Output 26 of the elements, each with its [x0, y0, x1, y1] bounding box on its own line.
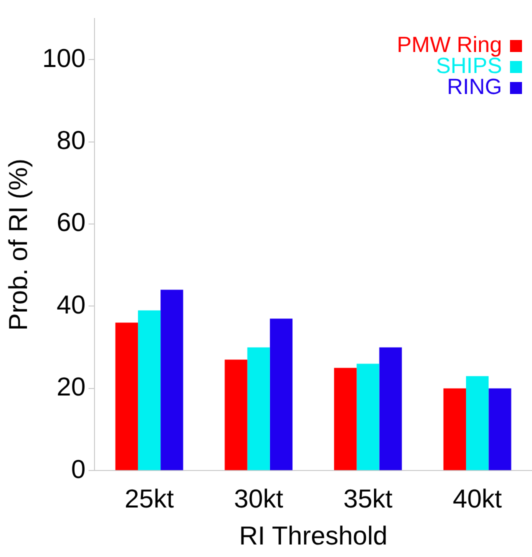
bar: [247, 347, 270, 470]
bar: [138, 310, 161, 470]
legend-label: PMW Ring: [396, 32, 502, 58]
bar: [443, 388, 466, 470]
y-tick-label: 20: [56, 372, 86, 402]
bar: [334, 368, 357, 470]
x-tick-label: 35kt: [343, 483, 394, 514]
bar: [356, 364, 380, 470]
y-axis-title: Prob. of RI (%): [2, 158, 33, 331]
x-tick-label: 25kt: [124, 483, 175, 514]
bar: [466, 376, 489, 470]
bar: [379, 347, 402, 470]
y-tick-label: 0: [71, 454, 86, 484]
bar: [270, 318, 293, 470]
legend-label: RING: [447, 74, 502, 100]
bar: [488, 388, 512, 470]
y-tick-label: 40: [56, 289, 86, 320]
bar: [224, 360, 248, 470]
x-axis-title: RI Threshold: [239, 520, 388, 551]
x-tick-label: 40kt: [452, 483, 503, 514]
y-tick-label: 60: [56, 207, 86, 238]
bar: [115, 322, 138, 470]
y-tick-label: 100: [42, 42, 86, 73]
y-tick-label: 80: [56, 125, 86, 156]
x-tick-label: 30kt: [234, 483, 284, 514]
bar: [160, 290, 184, 470]
